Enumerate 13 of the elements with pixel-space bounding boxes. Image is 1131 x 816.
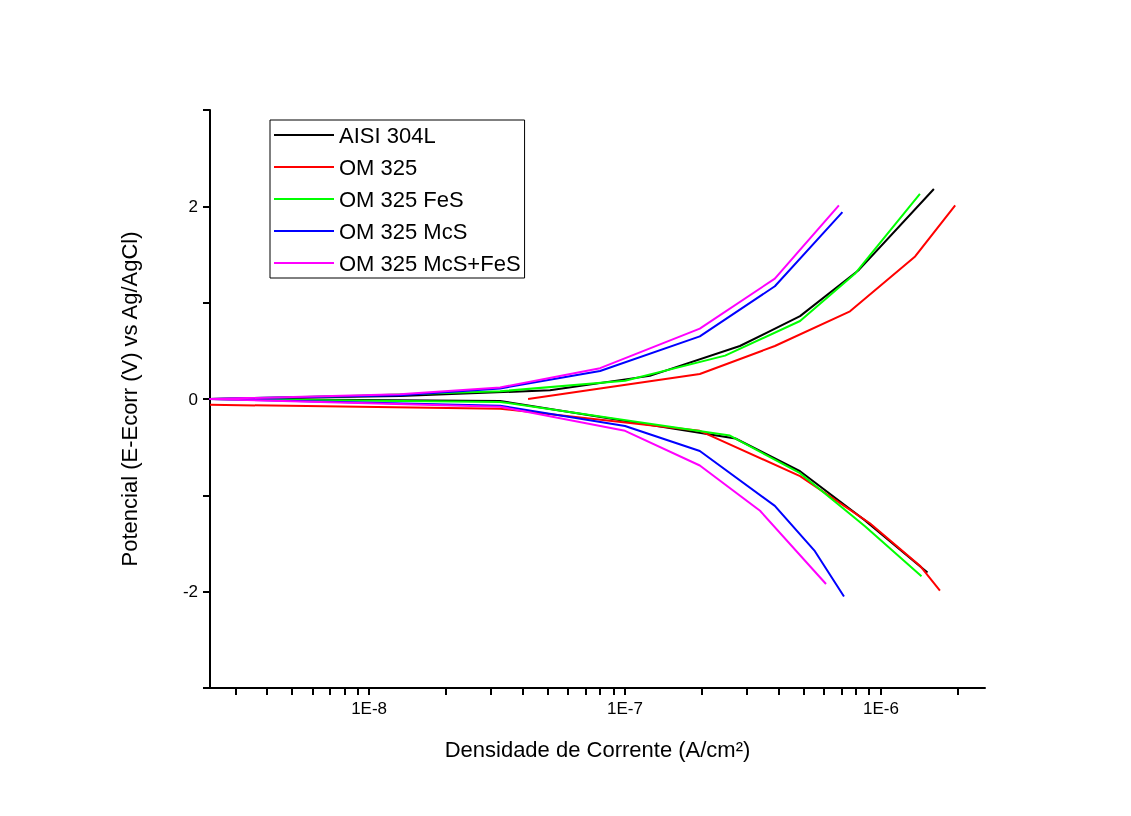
legend-label: OM 325 McS [339, 218, 468, 244]
x-tick-label: 1E-8 [351, 699, 388, 718]
legend-label: OM 325 McS+FeS [339, 250, 521, 276]
y-tick-label: 2 [188, 196, 198, 216]
x-tick-label: 1E-7 [607, 699, 643, 718]
x-tick-label: 1E-6 [862, 699, 899, 718]
y-tick-label: 0 [188, 389, 198, 409]
legend-label: AISI 304L [339, 122, 436, 148]
x-axis-title: Densidade de Corrente (A/cm²) [444, 736, 751, 762]
y-tick-label: -2 [182, 582, 198, 602]
legend-label: OM 325 [339, 154, 418, 180]
legend-label: OM 325 FeS [339, 186, 464, 212]
y-axis-title: Potencial (E-Ecorr (V) vs Ag/AgCl) [116, 231, 142, 567]
